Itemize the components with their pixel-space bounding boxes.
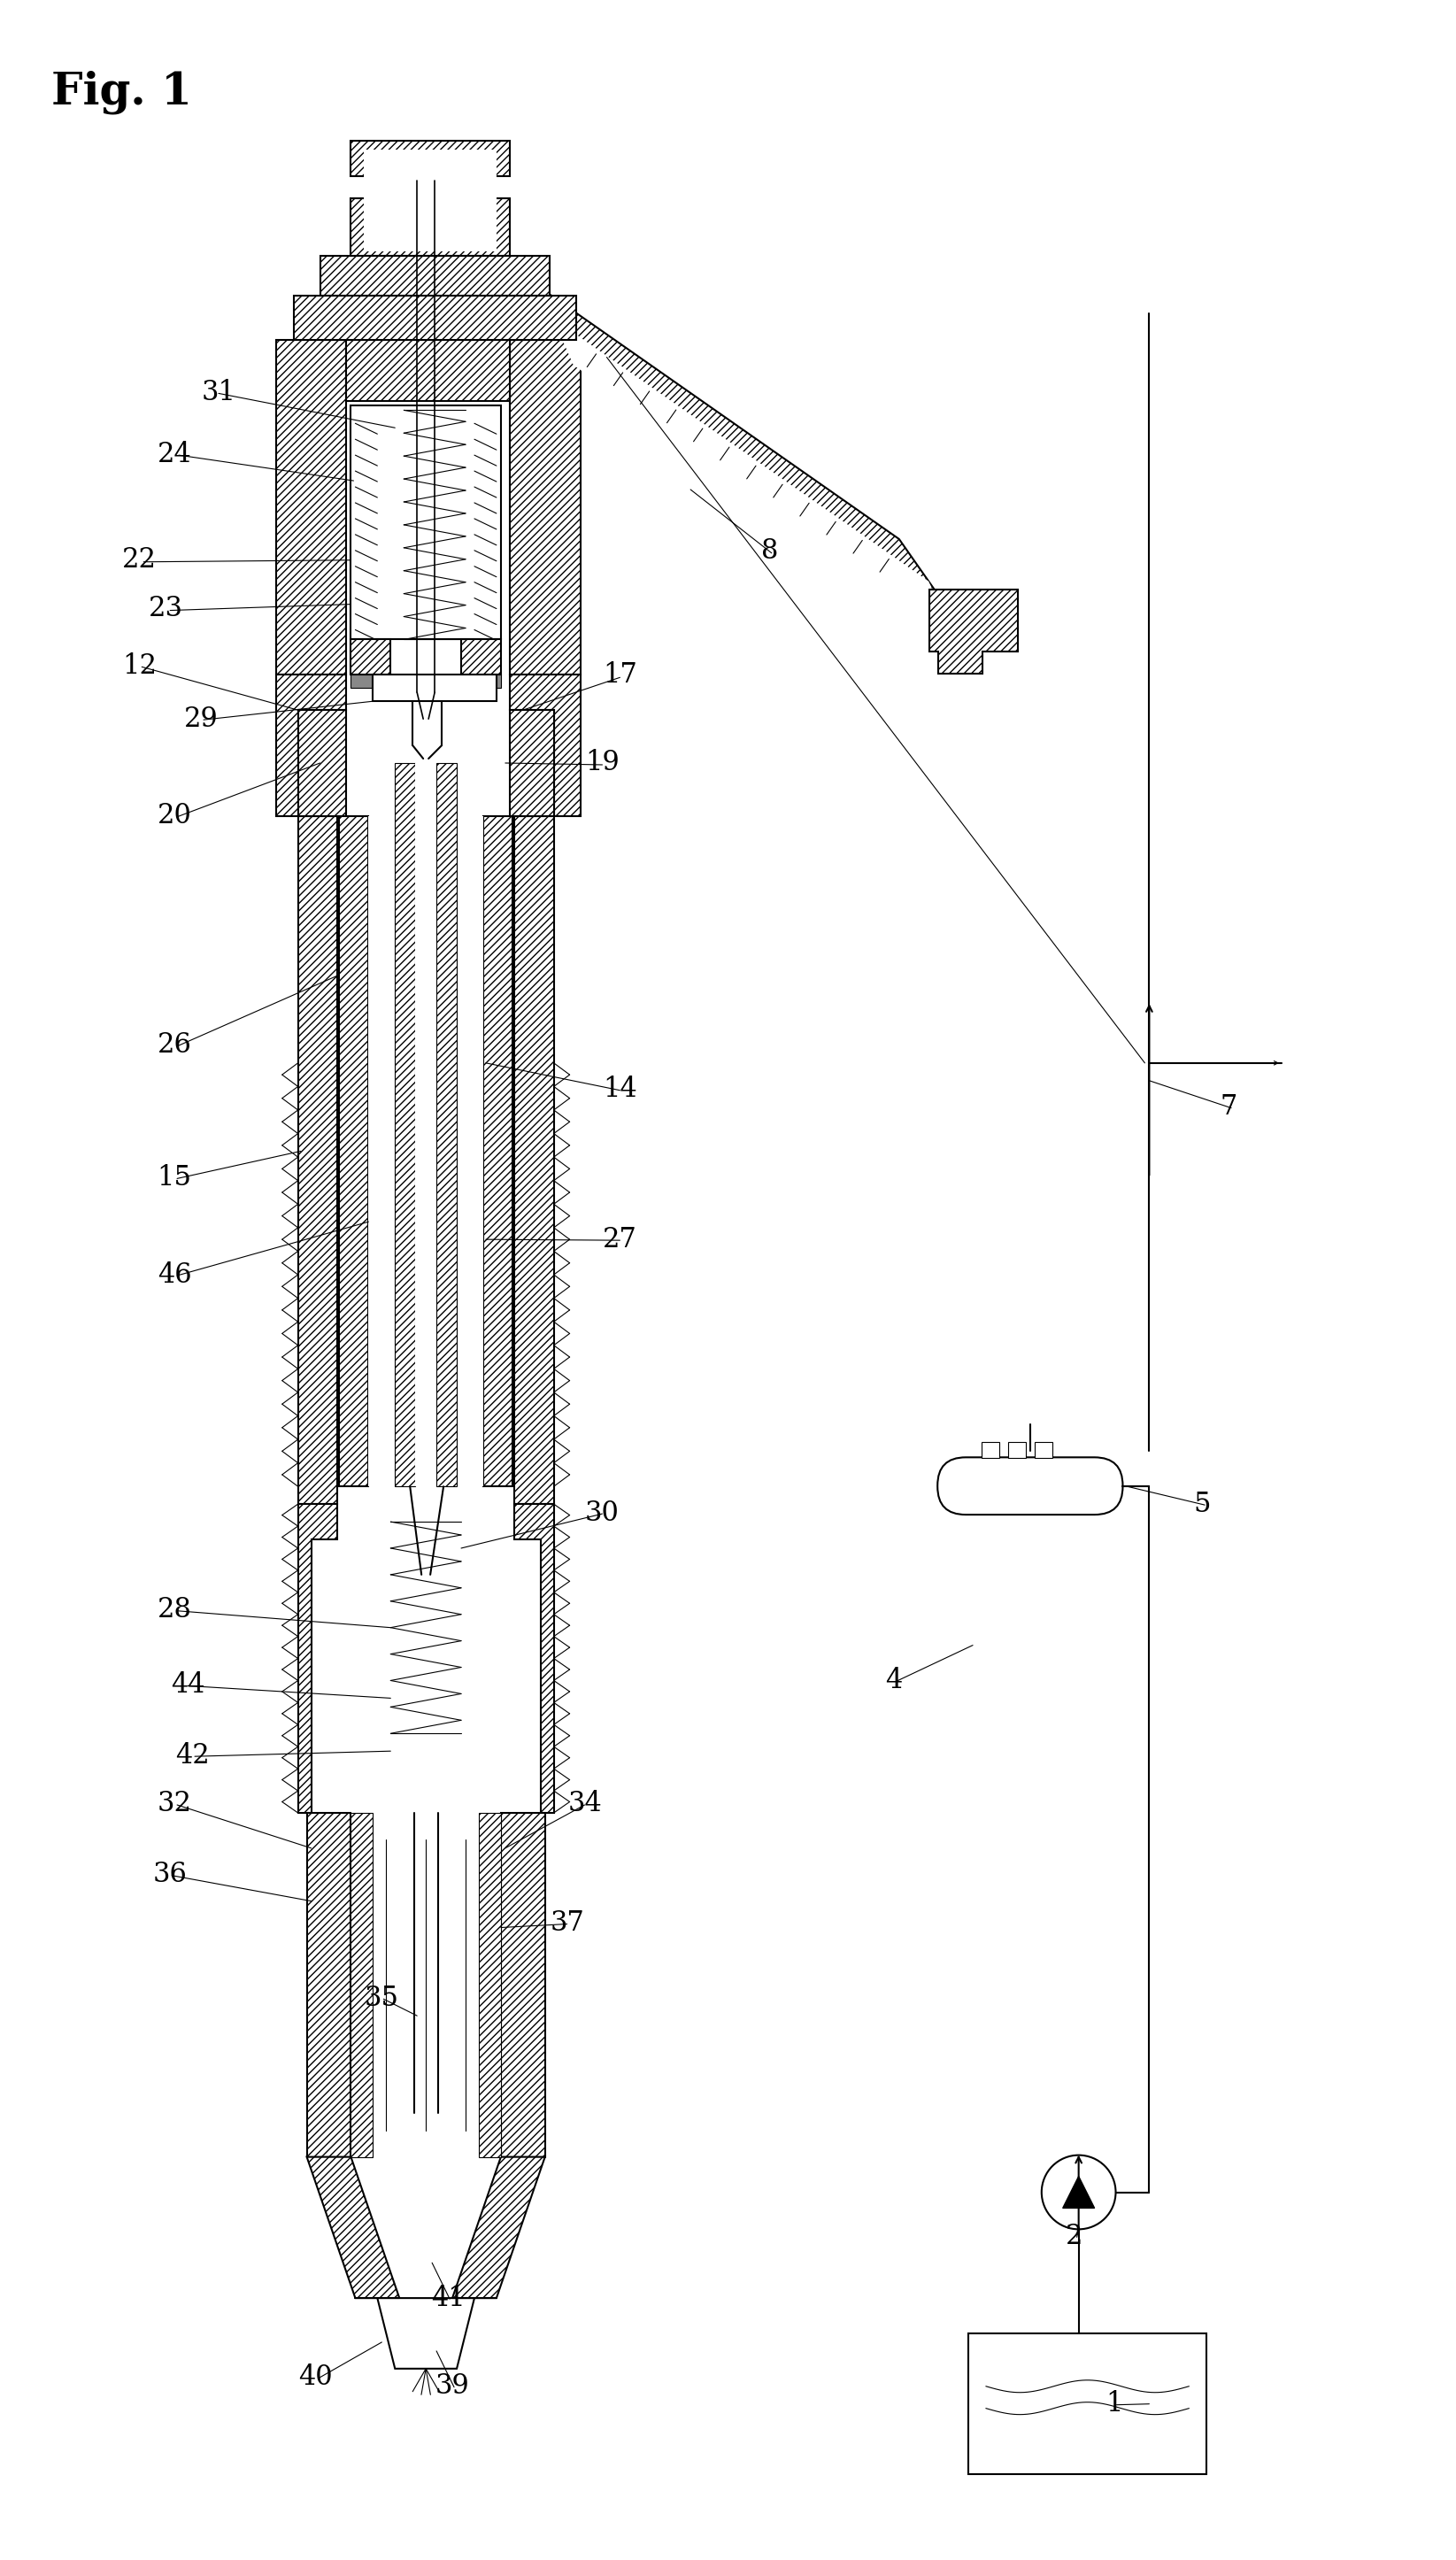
Polygon shape — [501, 1812, 545, 2158]
Polygon shape — [277, 676, 347, 817]
Polygon shape — [395, 763, 415, 1487]
Text: 23: 23 — [149, 594, 183, 622]
Text: 27: 27 — [603, 1226, 638, 1254]
Text: 22: 22 — [122, 545, 156, 573]
Text: 7: 7 — [1220, 1093, 1238, 1121]
Polygon shape — [1035, 1441, 1053, 1459]
Polygon shape — [339, 817, 368, 1487]
Polygon shape — [298, 817, 338, 1505]
Text: 14: 14 — [603, 1075, 638, 1103]
Text: 15: 15 — [157, 1165, 192, 1190]
Polygon shape — [453, 2158, 545, 2299]
Polygon shape — [351, 676, 501, 689]
Text: 19: 19 — [585, 750, 619, 776]
Text: 40: 40 — [298, 2363, 333, 2391]
Text: 36: 36 — [153, 1861, 188, 1889]
Polygon shape — [437, 763, 457, 1487]
Text: 42: 42 — [175, 1741, 210, 1769]
Circle shape — [1041, 2156, 1115, 2230]
Polygon shape — [377, 2299, 475, 2368]
Text: 4: 4 — [885, 1667, 901, 1695]
Polygon shape — [298, 1505, 338, 1812]
Polygon shape — [514, 817, 553, 1505]
Polygon shape — [373, 676, 496, 701]
Text: 30: 30 — [585, 1500, 619, 1526]
Polygon shape — [510, 676, 581, 817]
Polygon shape — [553, 317, 949, 627]
Text: 44: 44 — [170, 1672, 205, 1700]
Polygon shape — [351, 141, 510, 256]
Text: 28: 28 — [157, 1597, 192, 1623]
Polygon shape — [351, 404, 501, 640]
Text: 2: 2 — [1066, 2222, 1083, 2250]
Text: 46: 46 — [157, 1262, 192, 1288]
Text: 39: 39 — [435, 2373, 469, 2401]
Text: 24: 24 — [157, 440, 192, 468]
Text: 35: 35 — [364, 1984, 399, 2012]
Polygon shape — [307, 1812, 351, 2158]
Text: 31: 31 — [201, 379, 236, 407]
Text: Fig. 1: Fig. 1 — [51, 72, 192, 115]
Text: 1: 1 — [1105, 2391, 1123, 2417]
Polygon shape — [307, 2158, 399, 2299]
Polygon shape — [415, 763, 437, 1487]
Polygon shape — [368, 817, 483, 1487]
Text: 37: 37 — [550, 1910, 584, 1938]
Polygon shape — [968, 2332, 1207, 2476]
Polygon shape — [364, 151, 496, 251]
Polygon shape — [351, 1812, 373, 2158]
Polygon shape — [277, 340, 347, 676]
Polygon shape — [981, 1441, 999, 1459]
Polygon shape — [294, 294, 575, 340]
FancyBboxPatch shape — [938, 1457, 1123, 1516]
Text: 32: 32 — [157, 1789, 192, 1818]
Polygon shape — [510, 709, 553, 817]
Polygon shape — [1063, 2176, 1095, 2209]
Text: 20: 20 — [157, 801, 192, 829]
Text: 29: 29 — [183, 704, 218, 732]
Polygon shape — [1008, 1441, 1025, 1459]
Polygon shape — [351, 640, 390, 676]
Text: 8: 8 — [761, 538, 779, 566]
Polygon shape — [479, 1812, 501, 2158]
Text: 34: 34 — [568, 1789, 601, 1818]
Polygon shape — [929, 589, 1018, 673]
Text: 17: 17 — [603, 660, 638, 689]
Polygon shape — [514, 1505, 553, 1812]
Text: 41: 41 — [431, 2284, 464, 2312]
Polygon shape — [483, 817, 513, 1487]
Polygon shape — [347, 340, 510, 402]
Polygon shape — [462, 640, 501, 676]
Polygon shape — [320, 256, 549, 294]
Text: 12: 12 — [122, 653, 156, 681]
Text: 26: 26 — [157, 1032, 192, 1060]
Polygon shape — [298, 709, 347, 817]
Polygon shape — [510, 340, 581, 676]
Text: 5: 5 — [1194, 1490, 1211, 1518]
Polygon shape — [523, 276, 967, 637]
